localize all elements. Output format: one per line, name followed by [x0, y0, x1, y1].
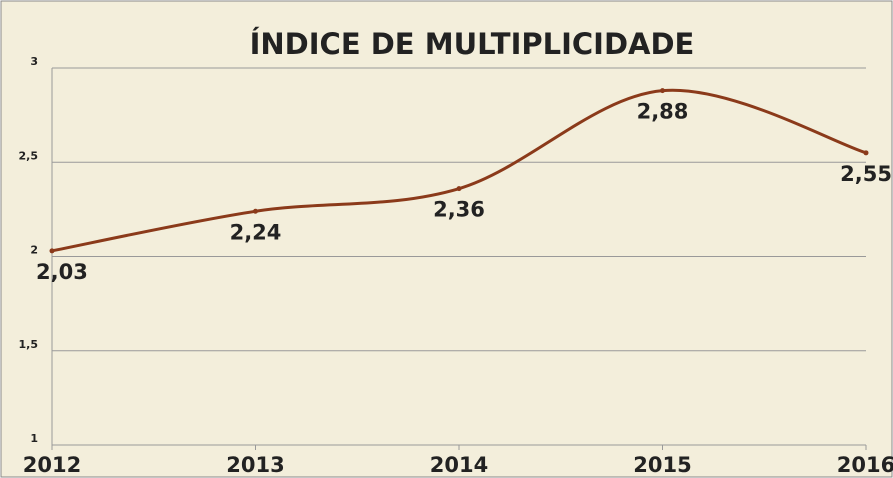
y-tick-label: 2,5 [19, 149, 39, 162]
y-tick-label: 1 [30, 432, 38, 445]
data-label: 2,88 [637, 100, 689, 124]
x-tick-label: 2013 [226, 453, 284, 477]
x-tick-label: 2012 [23, 453, 81, 477]
x-tick-label: 2014 [430, 453, 488, 477]
point [456, 186, 462, 192]
point [863, 150, 869, 156]
point [253, 208, 258, 214]
x-tick-label: 2016 [837, 453, 893, 477]
point [49, 248, 55, 254]
y-tick-label: 1,5 [19, 338, 39, 351]
data-label: 2,36 [433, 198, 485, 222]
x-tick-label: 2015 [633, 453, 691, 477]
y-tick-label: 3 [30, 55, 38, 68]
chart-title: ÍNDICE DE MULTIPLICIDADE [250, 27, 695, 61]
data-label: 2,03 [36, 260, 88, 284]
data-label: 2,24 [230, 220, 282, 244]
data-label: 2,55 [840, 162, 892, 186]
point [660, 88, 665, 94]
y-tick-label: 2 [30, 244, 38, 257]
